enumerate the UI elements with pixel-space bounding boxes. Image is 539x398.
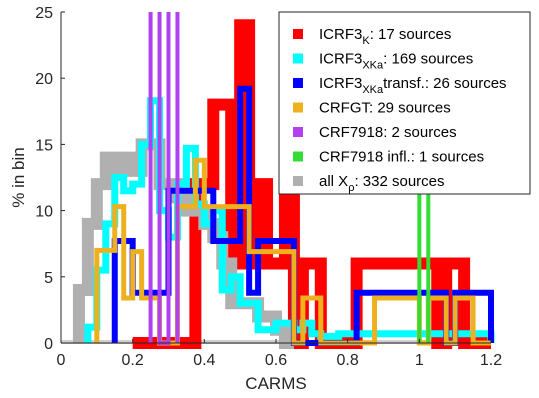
legend-swatch — [293, 53, 303, 64]
x-tick-label: 0.6 — [265, 352, 287, 369]
legend-box — [278, 11, 531, 195]
x-axis-title: CARMS — [245, 374, 306, 393]
legend-swatch — [293, 29, 303, 39]
legend-swatch — [293, 176, 303, 186]
y-tick-label: 20 — [35, 71, 53, 88]
x-tick-label: 0.2 — [122, 352, 144, 369]
y-tick-label: 0 — [44, 336, 53, 353]
y-tick-label: 25 — [35, 5, 53, 22]
x-tick-label: 0 — [57, 352, 66, 369]
legend-label: ICRF3XKa: 169 sources — [319, 51, 473, 72]
legend-label: all Xρ: 332 sources — [319, 173, 445, 194]
legend-items: ICRF3K: 17 sources ICRF3XKa: 169 sources I… — [293, 26, 507, 194]
x-tick-label: 0.8 — [337, 352, 359, 369]
legend-swatch — [293, 102, 303, 113]
legend-swatch — [293, 78, 303, 88]
y-tick-label: 5 — [44, 270, 53, 287]
legend-swatch — [293, 127, 303, 137]
legend-label: CRF7918 infl.: 1 sources — [319, 149, 484, 166]
x-tick-labels: 0 0.2 0.4 0.6 0.8 1 1.2 — [57, 339, 502, 369]
y-tick-label: 15 — [35, 137, 53, 154]
x-tick-label: 0.4 — [193, 352, 215, 369]
x-tick-label: 1 — [415, 352, 424, 369]
y-tick-label: 10 — [35, 204, 53, 221]
y-tick-labels: 0 5 10 15 20 25 — [35, 5, 65, 353]
legend: ICRF3K: 17 sources ICRF3XKa: 169 sources I… — [278, 11, 531, 195]
y-axis-title: % in bin — [9, 147, 28, 207]
legend-swatch — [293, 151, 303, 162]
x-tick-label: 1.2 — [480, 352, 502, 369]
legend-label: ICRF3K: 17 sources — [319, 26, 451, 47]
legend-label: ICRF3XKatransf.: 26 sources — [319, 75, 507, 96]
legend-label: CRFGT: 29 sources — [319, 100, 451, 117]
series-line-2 — [84, 97, 495, 343]
legend-label: CRF7918: 2 sources — [319, 124, 457, 141]
